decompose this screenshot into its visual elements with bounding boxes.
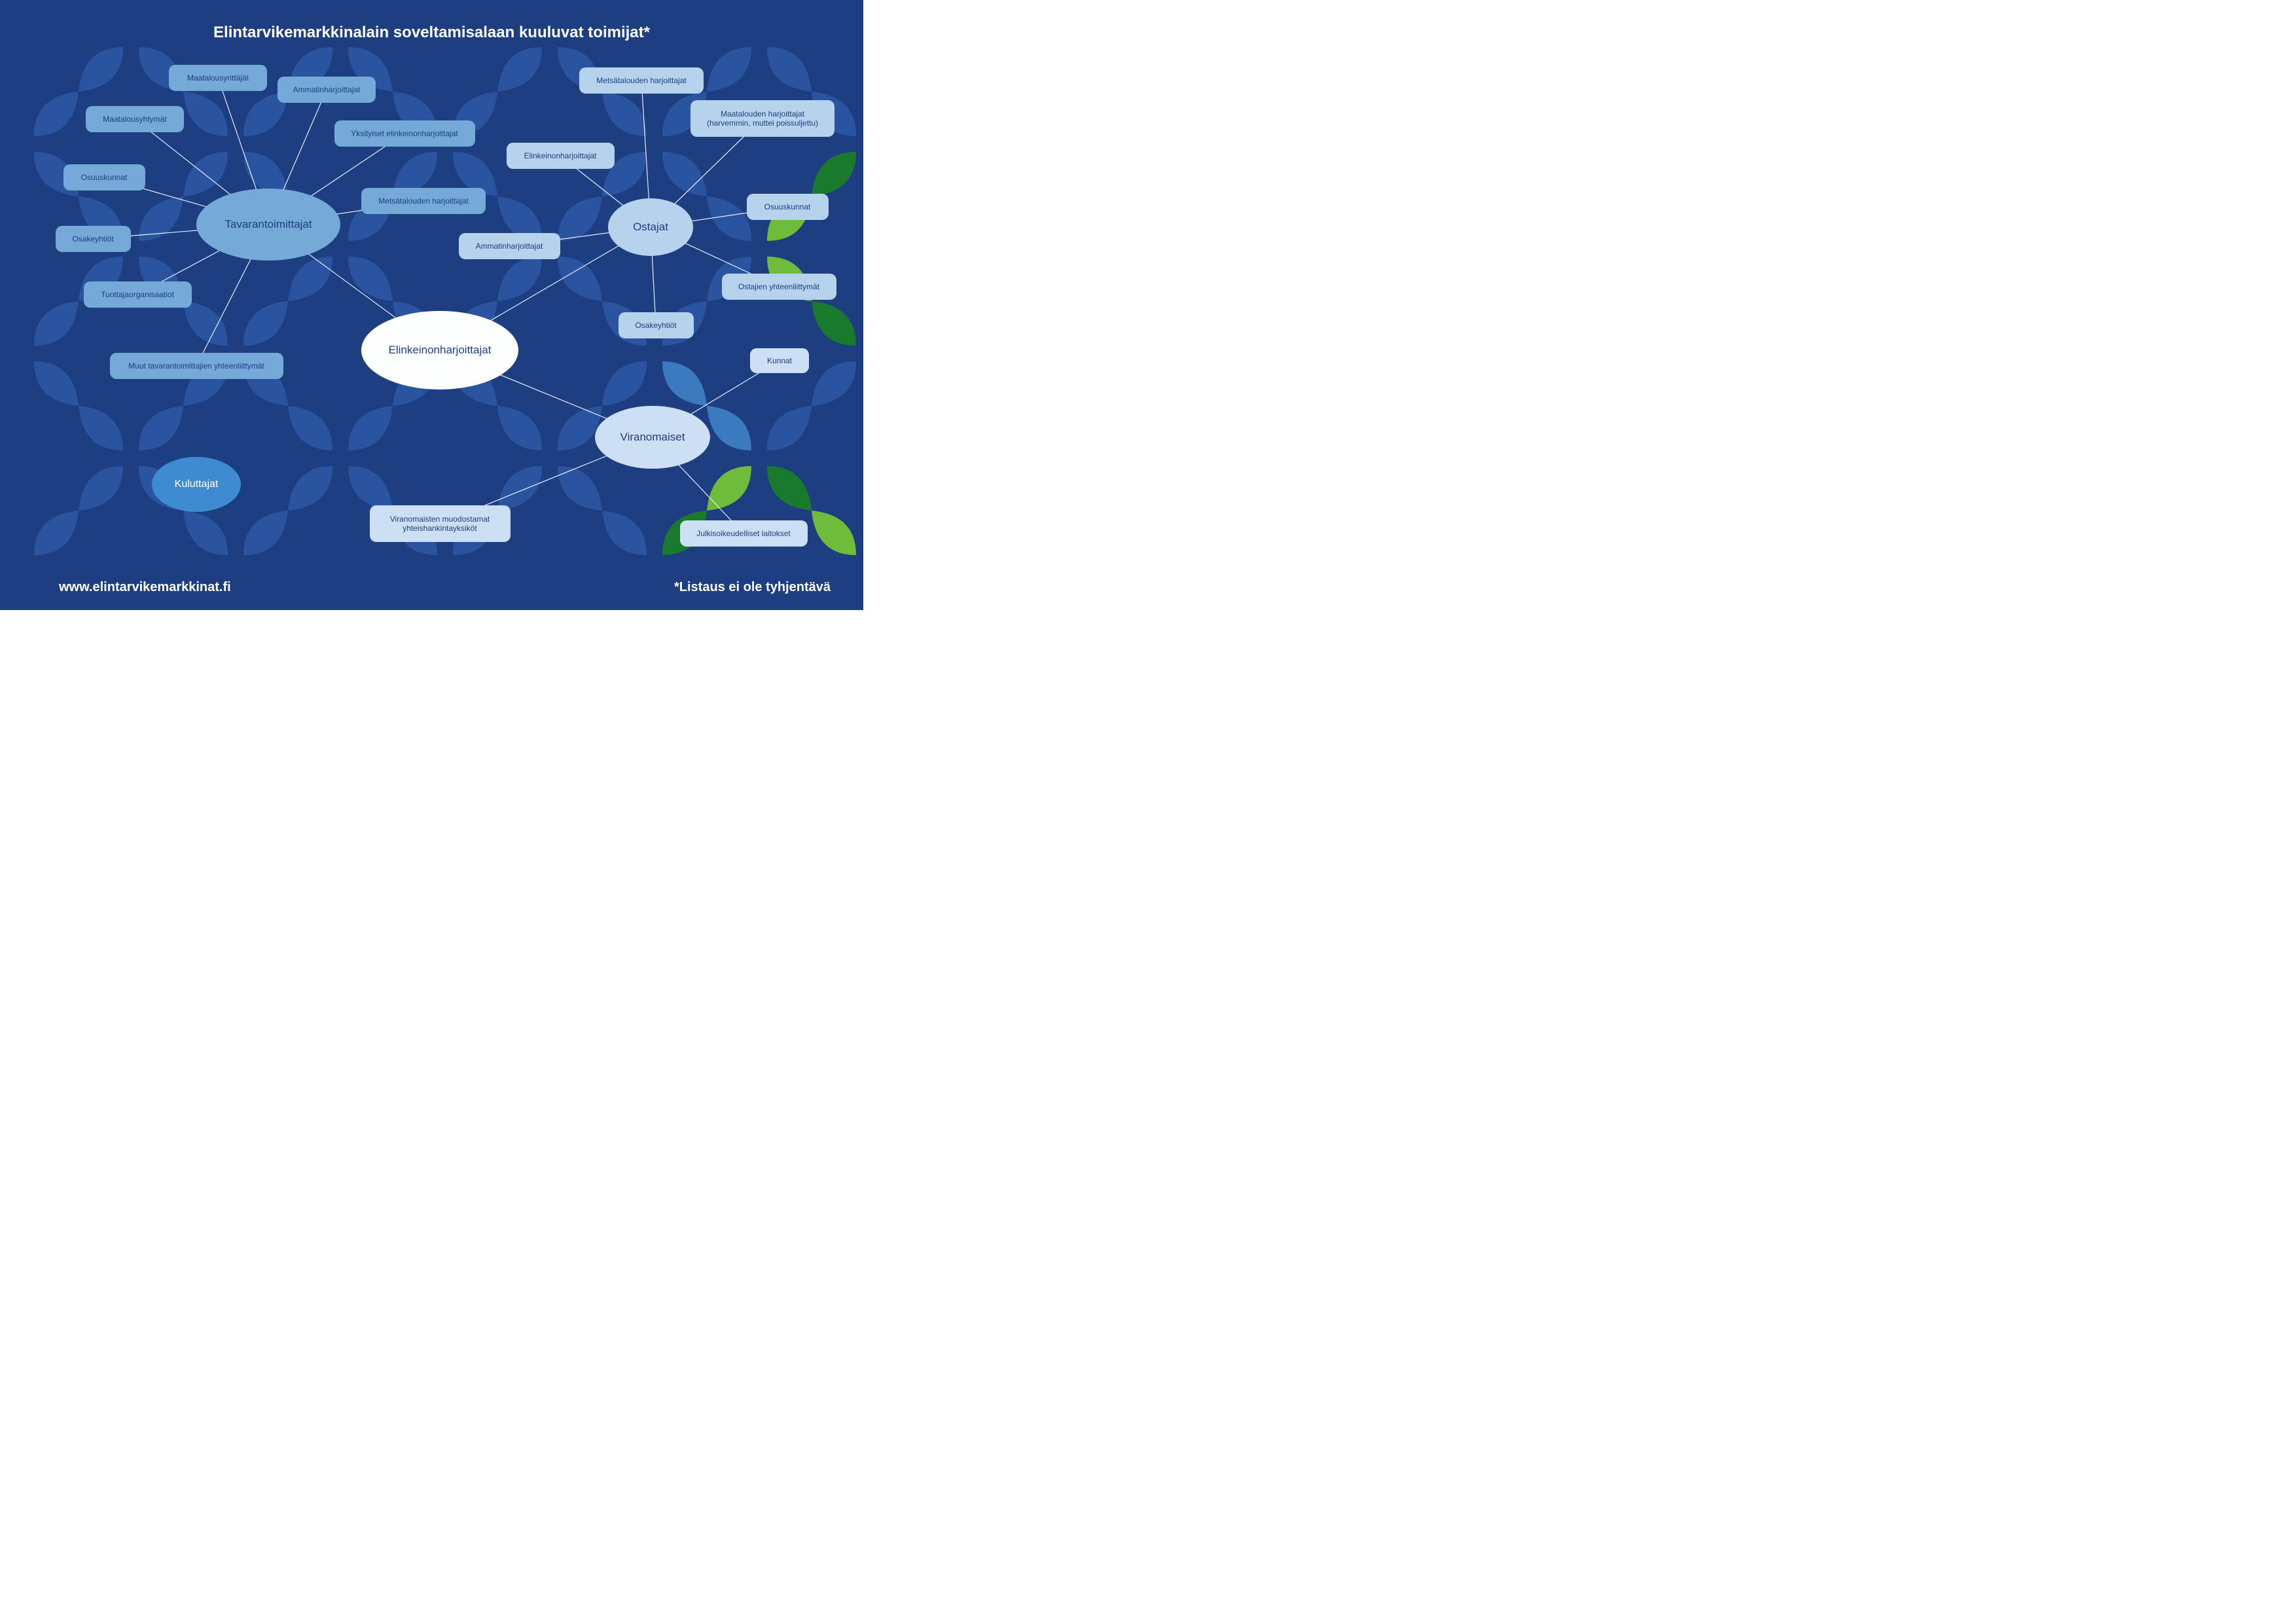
node-label: Osuuskunnat bbox=[764, 202, 811, 211]
node-o_maatalouden: Maatalouden harjoittajat(harvemmin, mutt… bbox=[691, 100, 834, 137]
node-label: Ostajat bbox=[633, 221, 668, 234]
node-label: Maatalouden harjoittajat(harvemmin, mutt… bbox=[707, 109, 818, 128]
node-t_tuottajaorganisaatiot: Tuottajaorganisaatiot bbox=[84, 281, 192, 308]
node-label: Elinkeinonharjoittajat bbox=[524, 151, 597, 160]
node-label: Ostajien yhteenliittymät bbox=[738, 282, 819, 291]
node-o_osakeyhtiot: Osakeyhtiöt bbox=[619, 312, 694, 338]
page-title: Elintarvikemarkkinalain soveltamisalaan … bbox=[0, 24, 863, 42]
node-t_osuuskunnat: Osuuskunnat bbox=[63, 164, 145, 190]
node-label: Osuuskunnat bbox=[81, 173, 128, 182]
page-title-text: Elintarvikemarkkinalain soveltamisalaan … bbox=[213, 24, 650, 41]
node-o_metsatalouden: Metsätalouden harjoittajat bbox=[579, 67, 704, 94]
node-o_ammatin: Ammatinharjoittajat bbox=[459, 233, 560, 259]
node-v_julkis: Julkisoikeudelliset laitokset bbox=[680, 520, 808, 547]
node-label: Muut tavarantoimittajien yhteenliittymät bbox=[128, 361, 264, 370]
node-label: Osakeyhtiöt bbox=[635, 321, 676, 330]
node-label: Ammatinharjoittajat bbox=[476, 242, 543, 251]
footer-left-text: www.elintarvikemarkkinat.fi bbox=[59, 580, 231, 594]
node-label: Viranomaisten muodostamatyhteishankintay… bbox=[390, 514, 490, 533]
node-label: Viranomaiset bbox=[620, 431, 685, 444]
node-ostajat: Ostajat bbox=[608, 198, 693, 256]
node-t_osakeyhtiot: Osakeyhtiöt bbox=[56, 226, 131, 252]
node-label: Elinkeinonharjoittajat bbox=[389, 344, 492, 357]
footer-left: www.elintarvikemarkkinat.fi bbox=[59, 580, 231, 595]
node-t_maatalousyhtymat: Maatalousyhtymät bbox=[86, 106, 184, 132]
node-tavarantoimittajat: Tavarantoimittajat bbox=[196, 189, 340, 261]
node-label: Kuluttajat bbox=[175, 478, 219, 490]
node-v_kunnat: Kunnat bbox=[750, 348, 809, 373]
node-t_muut: Muut tavarantoimittajien yhteenliittymät bbox=[110, 353, 283, 379]
diagram-canvas: Elinkeinonharjoittajat Tavarantoimittajat… bbox=[0, 0, 863, 610]
node-label: Maatalousyhtymät bbox=[103, 115, 166, 124]
footer-right: *Listaus ei ole tyhjentävä bbox=[674, 580, 831, 595]
node-label: Metsätalouden harjoittajat bbox=[378, 196, 468, 206]
node-label: Kunnat bbox=[767, 356, 792, 365]
node-label: Tavarantoimittajat bbox=[224, 218, 312, 231]
node-label: Ammatinharjoittajat bbox=[293, 85, 361, 94]
node-kuluttajat: Kuluttajat bbox=[152, 457, 241, 512]
footer-right-text: *Listaus ei ole tyhjentävä bbox=[674, 580, 831, 594]
node-label: Osakeyhtiöt bbox=[72, 234, 113, 244]
node-t_metsatalouden: Metsätalouden harjoittajat bbox=[361, 188, 486, 214]
node-label: Tuottajaorganisaatiot bbox=[101, 290, 174, 299]
node-label: Julkisoikeudelliset laitokset bbox=[696, 529, 790, 538]
node-t_ammatinharjoittajat: Ammatinharjoittajat bbox=[278, 77, 376, 103]
node-label: Yksityiset elinkeinonharjoittajat bbox=[351, 129, 457, 138]
node-label: Metsätalouden harjoittajat bbox=[596, 76, 686, 85]
node-o_osuuskunnat: Osuuskunnat bbox=[747, 194, 829, 220]
node-o_elinkeinon: Elinkeinonharjoittajat bbox=[507, 143, 615, 169]
node-viranomaiset: Viranomaiset bbox=[595, 406, 710, 469]
node-center: Elinkeinonharjoittajat bbox=[361, 311, 518, 389]
node-label: Maatalousyrittäjät bbox=[187, 73, 249, 82]
node-t_yksityiset: Yksityiset elinkeinonharjoittajat bbox=[334, 120, 475, 147]
node-v_viranomaisten: Viranomaisten muodostamatyhteishankintay… bbox=[370, 505, 511, 542]
node-t_maatalousyrittajat: Maatalousyrittäjät bbox=[169, 65, 267, 91]
node-o_ostajien_yht: Ostajien yhteenliittymät bbox=[722, 274, 836, 300]
